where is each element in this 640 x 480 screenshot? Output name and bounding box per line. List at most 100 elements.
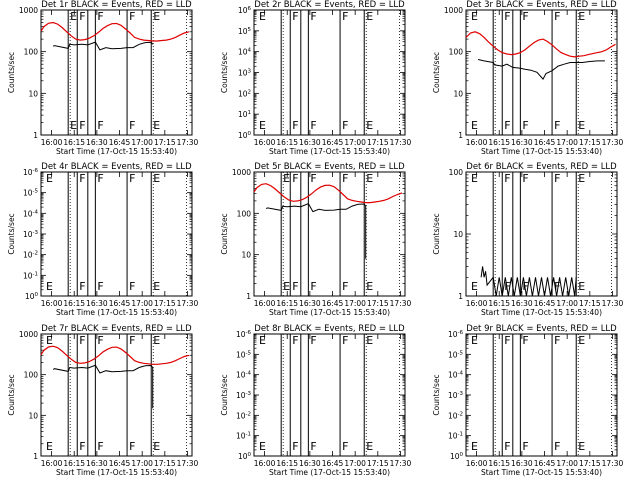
x-tick-label: 16:30 [299,138,321,147]
marker-label-bottom: F [97,119,103,132]
x-tick-label: 16:15 [488,138,510,147]
y-tick-label: 10-3 [448,391,464,400]
x-tick-label: 16:45 [322,138,344,147]
marker-label-top: E [153,172,160,185]
x-axis-label: Start Time (17-Oct-15 15:53:40) [56,147,177,156]
chart-title: Det 9r BLACK = Events, RED = LLD [466,324,617,334]
marker-label-top: E [366,10,373,23]
x-tick-label: 17:30 [602,459,624,468]
y-tick-exponent: -2 [246,411,251,417]
marker-label-top: F [342,10,348,23]
lld-series-line [465,31,616,58]
plot-frame [253,9,406,136]
y-tick-label: 100 [237,209,252,218]
y-tick-label: 105 [238,27,252,36]
marker-label-bottom: F [522,119,528,132]
x-tick-label: 16:30 [86,138,108,147]
chart-title: Det 6r BLACK = Events, RED = LLD [466,162,617,172]
chart-title: Det 2r BLACK = Events, RED = LLD [254,0,405,10]
chart-title: Det 7r BLACK = Events, RED = LLD [41,324,192,334]
marker-label-top: F [79,334,85,347]
chart-panel: Det 2r BLACK = Events, RED = LLD10010110… [220,0,411,156]
x-axis-label: Start Time (17-Oct-15 15:53:40) [481,468,602,477]
y-tick-label: 10-1 [448,432,463,441]
x-tick-label: 17:00 [131,459,153,468]
x-tick-label: 16:45 [322,459,344,468]
x-tick-label: 17:15 [579,138,601,147]
x-tick-label: 17:00 [556,138,578,147]
y-tick-label: 1000 [19,6,38,15]
plot-frame [465,9,618,136]
y-axis-label: Counts/sec [220,213,229,254]
marker-label-bottom: F [342,280,348,293]
x-axis-label: Start Time (17-Oct-15 15:53:40) [481,147,602,156]
x-axis-label: Start Time (17-Oct-15 15:53:40) [481,308,602,317]
marker-label-bottom: F [79,280,85,293]
marker-label-bottom: F [79,119,85,132]
marker-label-bottom: F [504,119,510,132]
y-tick-exponent: 0 [35,292,39,298]
y-tick-label: 1000 [19,330,38,339]
y-tick-exponent: 0 [248,131,252,137]
marker-label-bottom: F [129,280,135,293]
x-tick-label: 17:30 [602,299,624,308]
y-tick-label: 10-4 [236,371,252,380]
plot-frame [465,333,618,457]
marker-label-top: E [259,334,266,347]
y-tick-label: 10-2 [236,411,251,420]
x-tick-label: 17:30 [390,459,412,468]
x-tick-label: 16:30 [86,459,108,468]
y-tick-exponent: -2 [33,251,38,257]
chart-title: Det 1r BLACK = Events, RED = LLD [41,0,192,10]
y-tick-label: 103 [238,69,252,78]
y-tick-label: 10-1 [23,271,38,280]
x-tick-label: 17:00 [344,459,366,468]
y-tick-label: 10 [28,411,38,420]
x-tick-label: 16:45 [534,299,556,308]
y-tick-label: 10-5 [23,189,39,198]
x-tick-label: 16:15 [488,459,510,468]
y-tick-label: 100 [238,452,252,461]
marker-label-bottom: F [129,119,135,132]
x-tick-label: 16:15 [276,459,298,468]
y-tick-label: 1 [33,131,38,140]
marker-label-bottom: E [471,440,478,453]
x-tick-label: 16:00 [41,138,63,147]
marker-label-top: E [153,10,160,23]
x-tick-label: 17:00 [556,299,578,308]
marker-label-top: F [342,334,348,347]
y-tick-label: 10-5 [448,350,464,359]
x-axis-label: Start Time (17-Oct-15 15:53:40) [56,468,177,477]
y-tick-exponent: 6 [248,6,252,12]
y-tick-exponent: -1 [33,271,38,277]
marker-label-bottom: E [366,119,373,132]
chart-panel: Det 8r BLACK = Events, RED = LLD 100 10-1 1… [220,324,411,477]
x-tick-label: 17:15 [579,299,601,308]
x-tick-label: 16:00 [41,459,63,468]
marker-label-bottom: F [292,280,298,293]
marker-label-bottom: F [292,440,298,453]
lld-series-line [40,345,190,365]
chart-title: Det 3r BLACK = Events, RED = LLD [466,0,617,10]
x-tick-label: 17:30 [177,459,199,468]
marker-label-bottom: F [292,119,298,132]
x-tick-label: 17:15 [154,299,176,308]
lld-series-line [253,183,403,204]
marker-label-top: F [504,10,510,23]
x-tick-label: 16:30 [299,459,321,468]
marker-label-bottom: F [554,280,560,293]
y-axis-label: Counts/sec [432,213,441,254]
x-tick-label: 17:00 [344,299,366,308]
marker-label-bottom: F [504,440,510,453]
marker-label-top: F [97,10,103,23]
y-tick-label: 10-1 [236,432,251,441]
y-tick-label: 10-4 [23,209,39,218]
y-tick-label: 100 [449,168,464,177]
marker-label-top: F [554,10,560,23]
marker-label-top: F [554,172,560,185]
marker-label-top: E [471,172,478,185]
y-tick-label: 10 [241,251,251,260]
marker-label-bottom: F [79,440,85,453]
marker-label-top: E [366,172,373,185]
x-tick-label: 16:30 [511,138,533,147]
